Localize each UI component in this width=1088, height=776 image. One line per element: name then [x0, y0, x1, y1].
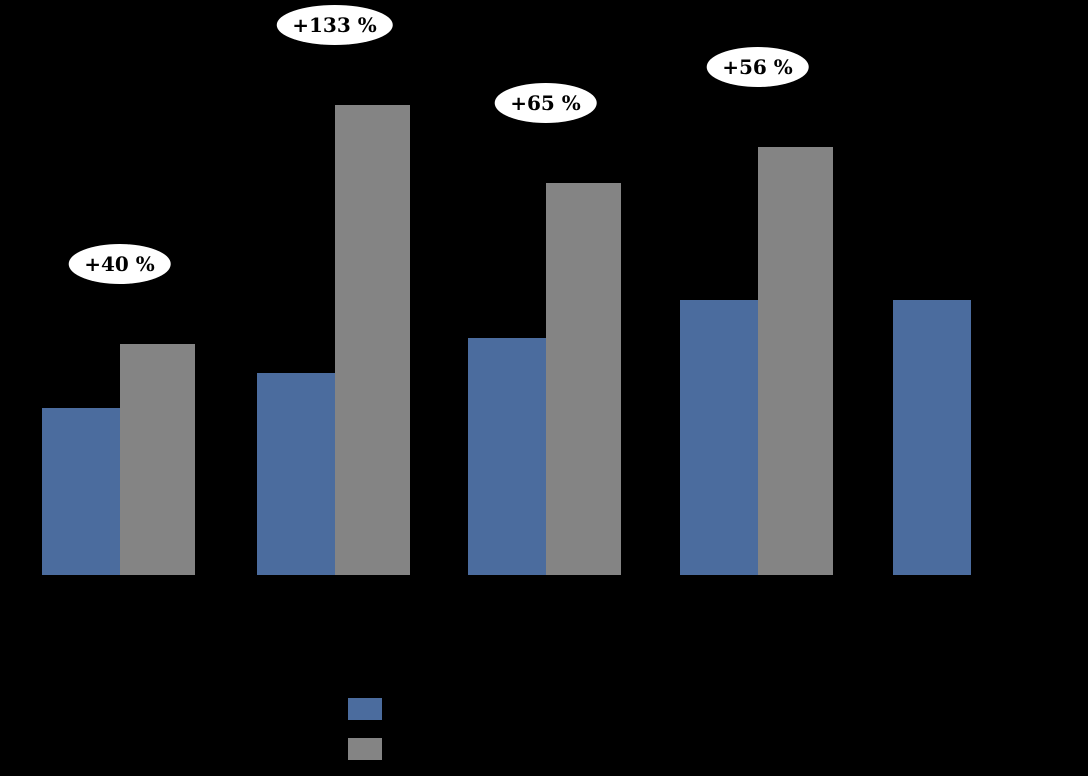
bar-gray-group-1	[120, 344, 195, 575]
bar-blue-group-5	[893, 300, 971, 575]
annotation-plus-133-percent: +133 %	[276, 5, 393, 45]
bar-blue-group-4	[680, 300, 758, 575]
annotation-plus-56-percent: +56 %	[706, 47, 809, 87]
legend-swatch-gray	[348, 738, 382, 760]
annotation-plus-65-percent: +65 %	[494, 83, 597, 123]
bar-gray-group-4	[758, 147, 833, 575]
bar-gray-group-2	[335, 105, 410, 575]
legend-swatch-blue	[348, 698, 382, 720]
annotation-plus-40-percent: +40 %	[68, 244, 171, 284]
bar-blue-group-2	[257, 373, 335, 575]
bar-blue-group-1	[42, 408, 120, 575]
bar-gray-group-3	[546, 183, 621, 575]
bar-blue-group-3	[468, 338, 546, 575]
